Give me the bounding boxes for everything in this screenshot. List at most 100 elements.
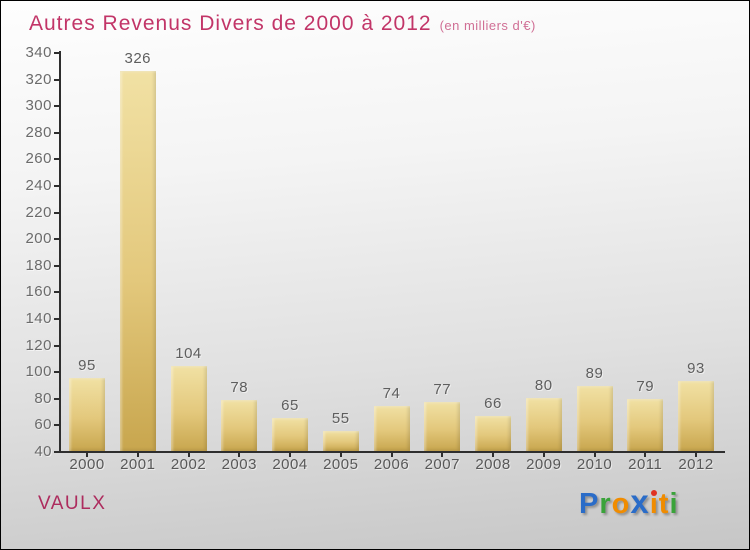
x-axis-label: 2012: [678, 456, 714, 473]
y-tick-label: 260: [25, 150, 52, 168]
y-tick-label: 280: [25, 123, 52, 141]
x-axis-line: [59, 451, 725, 453]
bar: [678, 380, 714, 451]
logo-letter: r: [599, 488, 612, 520]
bar: [525, 397, 562, 451]
x-axis-label: 2003: [221, 456, 257, 473]
y-tick-mark: [54, 344, 59, 347]
logo-letter: ı: [649, 488, 659, 520]
y-axis-line: [59, 51, 61, 453]
x-axis-label: 2000: [69, 456, 105, 473]
y-tick-mark: [54, 52, 59, 54]
y-tick-label: 60: [34, 416, 52, 434]
y-tick-mark: [54, 105, 59, 108]
x-axis-label: 2005: [323, 456, 359, 473]
x-tick-mark: [86, 453, 88, 457]
x-tick-mark: [644, 453, 647, 457]
x-tick-mark: [339, 453, 342, 457]
y-tick-label: 300: [25, 97, 52, 115]
bar-value-label: 77: [433, 380, 452, 398]
x-axis-label: 2006: [373, 456, 410, 473]
x-tick-mark: [695, 453, 697, 457]
x-axis-label: 2007: [424, 456, 460, 473]
x-axis-label: 2010: [576, 456, 613, 473]
y-tick-mark: [54, 291, 59, 294]
logo-letter: P: [579, 488, 600, 520]
bar-value-label: 93: [687, 359, 705, 377]
y-tick-label: 40: [34, 443, 52, 460]
bar: [373, 405, 410, 451]
bar: [475, 416, 511, 451]
bar: [170, 365, 207, 451]
y-tick-mark: [54, 158, 59, 161]
x-tick-mark: [390, 453, 393, 457]
y-tick-mark: [54, 451, 59, 453]
y-tick-label: 340: [25, 44, 52, 61]
chart-header: Autres Revenus Divers de 2000 à 2012 (en …: [29, 12, 536, 36]
bar-value-label: 55: [331, 410, 350, 428]
chart-title: Autres Revenus Divers de 2000 à 2012: [29, 12, 432, 35]
x-tick-mark: [441, 453, 444, 457]
proxiti-logo: Proxı ti: [579, 483, 679, 521]
logo-i-dot: [651, 490, 658, 496]
bar-value-label: 66: [484, 395, 502, 413]
bar-value-label: 80: [534, 376, 553, 394]
x-axis-label: 2004: [272, 456, 308, 473]
x-tick-mark: [542, 453, 545, 457]
bar-value-label: 89: [585, 364, 604, 382]
bar: [322, 431, 359, 451]
y-tick-mark: [54, 371, 59, 374]
y-tick-mark: [54, 424, 59, 427]
bar: [272, 417, 308, 451]
chart-subtitle: (en milliers d'€): [439, 18, 536, 33]
x-tick-mark: [593, 453, 596, 457]
bar: [221, 400, 258, 451]
bar: [69, 377, 105, 451]
y-tick-mark: [54, 264, 59, 267]
y-tick-label: 100: [25, 363, 52, 381]
x-axis-label: 2011: [628, 456, 663, 473]
y-tick-label: 120: [25, 336, 52, 354]
y-tick-label: 160: [25, 283, 52, 301]
entity-label: VAULX: [38, 493, 107, 514]
y-tick-mark: [54, 78, 59, 81]
logo-letter: i: [669, 488, 679, 520]
x-tick-mark: [289, 453, 291, 457]
bar: [119, 70, 156, 451]
bar-value-label: 78: [230, 379, 249, 397]
bar-value-label: 95: [78, 356, 96, 374]
y-tick-label: 220: [25, 203, 52, 221]
x-axis-label: 2001: [120, 456, 156, 473]
x-axis-label: 2009: [526, 456, 562, 473]
y-tick-mark: [54, 397, 59, 400]
y-tick-mark: [54, 238, 59, 241]
bar-value-label: 74: [382, 384, 401, 402]
x-axis-label: 2008: [475, 456, 511, 473]
y-tick-label: 180: [25, 256, 52, 274]
y-tick-mark: [54, 211, 59, 214]
y-tick-label: 80: [34, 389, 52, 407]
bar-value-label: 326: [124, 49, 152, 67]
y-tick-label: 140: [25, 310, 52, 327]
bar-value-label: 65: [281, 396, 299, 414]
bar-value-label: 104: [175, 344, 202, 362]
logo-letter: t: [658, 488, 670, 520]
y-tick-label: 200: [25, 230, 52, 248]
x-axis-label: 2002: [170, 456, 207, 473]
y-tick-mark: [54, 318, 59, 320]
bar-value-label: 79: [636, 378, 655, 396]
y-tick-label: 320: [25, 70, 52, 88]
x-tick-mark: [238, 453, 241, 457]
x-tick-mark: [136, 453, 139, 457]
y-tick-label: 240: [25, 177, 52, 194]
logo-letter: o: [611, 488, 631, 520]
x-tick-mark: [187, 453, 190, 457]
y-tick-mark: [54, 131, 59, 134]
bar: [576, 385, 613, 451]
y-tick-mark: [54, 185, 59, 187]
bar: [424, 401, 461, 451]
bar: [627, 399, 664, 451]
logo-letter: x: [630, 483, 650, 520]
x-tick-mark: [492, 453, 494, 457]
